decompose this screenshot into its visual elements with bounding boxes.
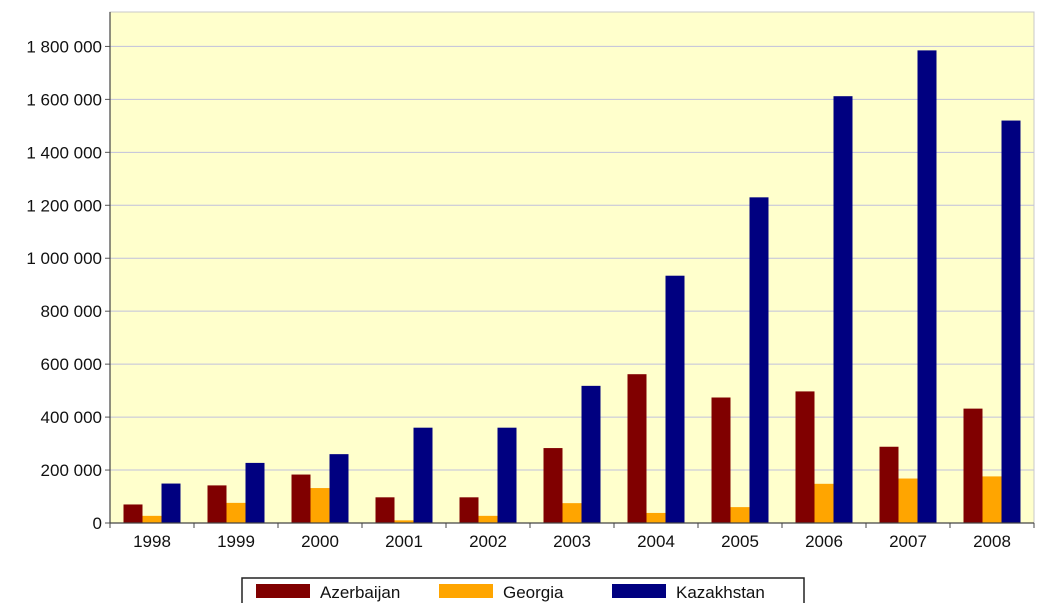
bar-georgia-2002 xyxy=(478,515,498,523)
gridlines xyxy=(110,45,1034,471)
y-tick-label: 1 600 000 xyxy=(26,90,102,109)
y-tick-label: 0 xyxy=(93,514,102,533)
bar-azerbaijan-2007 xyxy=(879,446,899,523)
bar-kazakhstan-2000 xyxy=(329,454,349,523)
bar-georgia-2005 xyxy=(730,507,750,523)
bar-georgia-2001 xyxy=(394,520,414,523)
x-tick-label: 1999 xyxy=(217,532,255,551)
x-tick-label: 2006 xyxy=(805,532,843,551)
x-tick-label: 2004 xyxy=(637,532,675,551)
legend-swatch-kazakhstan xyxy=(612,584,666,598)
bar-azerbaijan-1998 xyxy=(123,504,143,523)
bar-georgia-1998 xyxy=(142,515,162,523)
y-tick-label: 600 000 xyxy=(41,355,102,374)
bar-kazakhstan-1998 xyxy=(161,483,181,523)
bar-georgia-1999 xyxy=(226,502,246,523)
bar-azerbaijan-2001 xyxy=(375,497,395,523)
x-tick-label: 2000 xyxy=(301,532,339,551)
legend: Azerbaijan Georgia Kazakhstan xyxy=(241,577,805,603)
bar-kazakhstan-2007 xyxy=(917,50,937,523)
y-axis: 0 200 000 400 000 600 000 800 000 1 000 000 1 … xyxy=(26,12,111,533)
bar-kazakhstan-2006 xyxy=(833,96,853,523)
bar-kazakhstan-2008 xyxy=(1001,120,1021,523)
bar-kazakhstan-2003 xyxy=(581,385,601,523)
x-tick-label: 2005 xyxy=(721,532,759,551)
bar-georgia-2004 xyxy=(646,512,666,523)
bar-kazakhstan-2002 xyxy=(497,427,517,523)
bar-kazakhstan-2005 xyxy=(749,197,769,523)
plot-area xyxy=(109,11,1035,524)
legend-box xyxy=(241,577,805,603)
x-axis: 1998 1999 2000 2001 2002 2003 2004 2005 2006 2007… xyxy=(109,522,1035,551)
y-tick-label: 800 000 xyxy=(41,302,102,321)
x-tick-label: 1998 xyxy=(133,532,171,551)
bar-kazakhstan-2001 xyxy=(413,427,433,523)
y-tick-label: 1 800 000 xyxy=(26,37,102,56)
legend-swatch-azerbaijan xyxy=(256,584,310,598)
legend-swatch-georgia xyxy=(439,584,493,598)
y-tick-label: 1 000 000 xyxy=(26,249,102,268)
bar-georgia-2006 xyxy=(814,483,834,523)
legend-label-azerbaijan: Azerbaijan xyxy=(320,583,400,602)
bar-azerbaijan-2006 xyxy=(795,391,815,523)
y-tick-label: 1 200 000 xyxy=(26,196,102,215)
x-tick-label: 2008 xyxy=(973,532,1011,551)
bar-azerbaijan-2003 xyxy=(543,448,563,523)
y-tick-label: 1 400 000 xyxy=(26,143,102,162)
bar-azerbaijan-2000 xyxy=(291,474,311,523)
bar-georgia-2000 xyxy=(310,488,330,523)
y-tick-label: 200 000 xyxy=(41,461,102,480)
bar-georgia-2003 xyxy=(562,503,582,523)
bar-azerbaijan-2005 xyxy=(711,397,731,523)
x-tick-label: 2001 xyxy=(385,532,423,551)
y-tick-label: 400 000 xyxy=(41,408,102,427)
x-tick-label: 2003 xyxy=(553,532,591,551)
bar-georgia-2008 xyxy=(982,476,1002,523)
bars xyxy=(123,50,1021,523)
legend-label-kazakhstan: Kazakhstan xyxy=(676,583,765,602)
bar-georgia-2007 xyxy=(898,478,918,523)
bar-azerbaijan-2002 xyxy=(459,497,479,523)
bar-azerbaijan-1999 xyxy=(207,485,227,523)
legend-label-georgia: Georgia xyxy=(503,583,564,602)
x-tick-label: 2007 xyxy=(889,532,927,551)
bar-kazakhstan-1999 xyxy=(245,462,265,523)
x-tick-label: 2002 xyxy=(469,532,507,551)
bar-azerbaijan-2008 xyxy=(963,408,983,523)
bar-kazakhstan-2004 xyxy=(665,275,685,523)
bar-azerbaijan-2004 xyxy=(627,374,647,523)
